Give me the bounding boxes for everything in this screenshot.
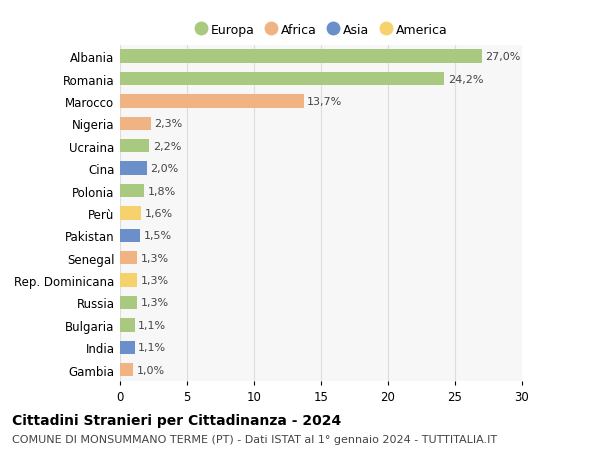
Text: 1,8%: 1,8% [148,186,176,196]
Bar [120,363,133,376]
Text: 2,0%: 2,0% [150,164,178,174]
Bar [120,185,144,198]
Legend: Europa, Africa, Asia, America: Europa, Africa, Asia, America [190,19,452,42]
Text: 2,3%: 2,3% [154,119,182,129]
Bar [120,140,149,153]
Bar [120,162,147,175]
Text: 1,3%: 1,3% [141,275,169,285]
Text: COMUNE DI MONSUMMANO TERME (PT) - Dati ISTAT al 1° gennaio 2024 - TUTTITALIA.IT: COMUNE DI MONSUMMANO TERME (PT) - Dati I… [12,434,497,444]
Bar [120,229,140,242]
Text: Cittadini Stranieri per Cittadinanza - 2024: Cittadini Stranieri per Cittadinanza - 2… [12,413,341,427]
Text: 27,0%: 27,0% [485,52,521,62]
Bar [120,50,482,64]
Text: 1,0%: 1,0% [137,365,165,375]
Bar [120,95,304,108]
Text: 1,1%: 1,1% [138,320,166,330]
Bar [120,296,137,309]
Bar [120,207,142,220]
Bar [120,73,444,86]
Bar [120,274,137,287]
Text: 13,7%: 13,7% [307,97,342,107]
Text: 1,5%: 1,5% [143,231,172,241]
Text: 2,2%: 2,2% [153,141,181,151]
Bar [120,118,151,131]
Bar [120,341,135,354]
Text: 1,1%: 1,1% [138,342,166,353]
Bar [120,319,135,332]
Text: 1,3%: 1,3% [141,253,169,263]
Text: 1,3%: 1,3% [141,298,169,308]
Bar [120,252,137,265]
Text: 1,6%: 1,6% [145,208,173,218]
Text: 24,2%: 24,2% [448,74,483,84]
